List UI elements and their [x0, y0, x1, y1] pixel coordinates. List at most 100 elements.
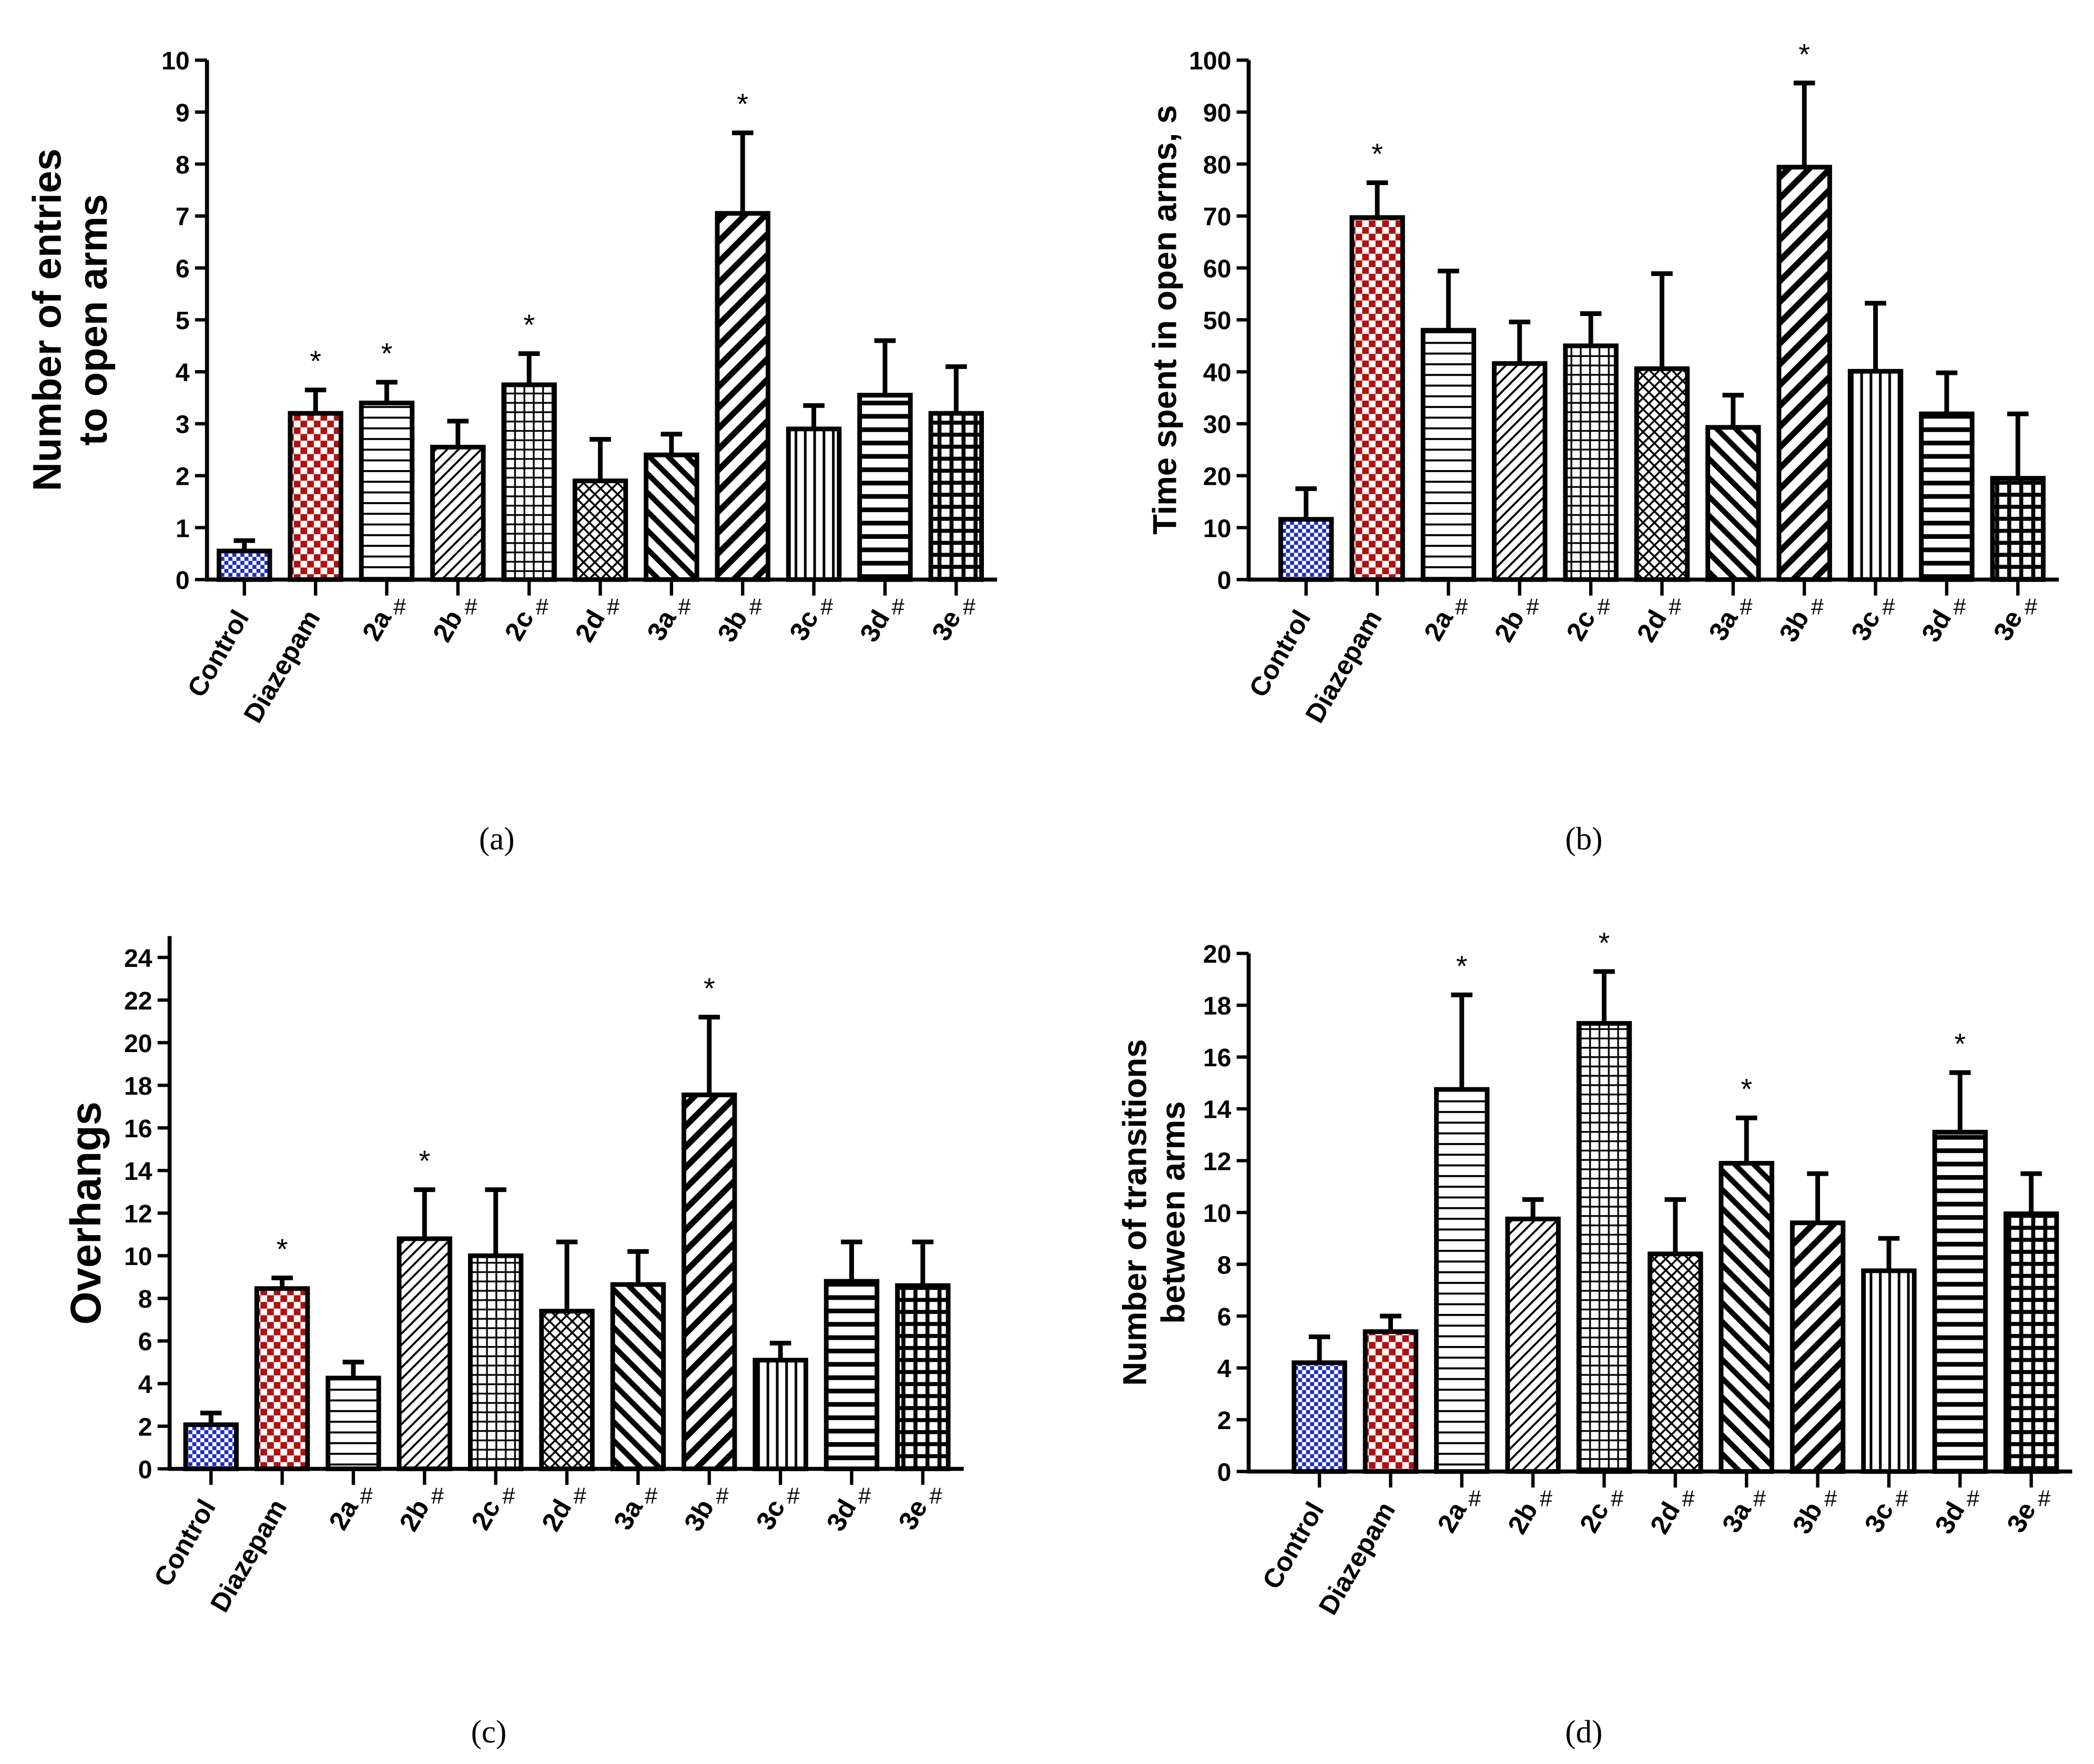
y-tick-label: 4: [176, 359, 190, 387]
bar-3d: [857, 393, 913, 582]
significance-marker: *: [310, 344, 321, 378]
y-tick-label: 10: [1203, 1199, 1232, 1228]
bar-2a: [326, 1375, 381, 1472]
x-tick-label: 3c: [1858, 1497, 1899, 1537]
x-tick-label: 3e: [926, 605, 967, 645]
hash-marker: #: [360, 1484, 373, 1509]
y-tick-label: 70: [1203, 203, 1232, 231]
bar-control: [183, 1422, 239, 1472]
y-tick-label: 10: [161, 47, 190, 75]
y-axis-label-line: between arms: [1155, 1101, 1192, 1323]
y-axis-label-line: Number of transitions: [1117, 1039, 1154, 1385]
hash-marker: #: [963, 594, 975, 619]
panel-a: 0 1 2 3 4 5 6 7 8 9 10 Number of entriesto open arm…: [25, 47, 998, 728]
hash-marker: #: [2025, 594, 2037, 619]
y-tick-label: 8: [176, 151, 190, 179]
x-tick-label: 3c: [1845, 605, 1886, 645]
bar-3d: [824, 1279, 880, 1472]
y-tick-label: 16: [124, 1115, 153, 1143]
hash-marker: #: [645, 1484, 657, 1509]
hash-marker: #: [1882, 594, 1895, 619]
significance-marker: *: [277, 1232, 288, 1266]
bar-diazepam: [288, 411, 343, 582]
x-tick-label: Control: [1256, 1497, 1330, 1594]
y-tick-label: 2: [1217, 1406, 1232, 1435]
bar-diazepam: [254, 1286, 310, 1472]
hash-marker: #: [574, 1484, 586, 1509]
x-tick-label: 3b: [1786, 1497, 1828, 1539]
y-tick-label: 40: [1203, 359, 1232, 387]
hash-marker: #: [1526, 594, 1539, 619]
bar-2b: [430, 444, 486, 582]
bar-2c: [501, 382, 557, 582]
x-tick-label: 3c: [784, 605, 825, 645]
hash-marker: #: [678, 594, 691, 619]
bar-control: [1278, 517, 1334, 582]
y-tick-label: 80: [1203, 151, 1232, 179]
x-tick-label: 3e: [892, 1494, 933, 1535]
x-tick-label: 2a: [323, 1494, 364, 1535]
y-tick-label: 4: [1217, 1354, 1232, 1383]
x-tick-label: 2b: [426, 605, 468, 647]
y-tick-label: 10: [124, 1242, 153, 1271]
hash-marker: #: [1682, 1486, 1695, 1512]
x-tick-label: Control: [1243, 605, 1317, 702]
y-tick-label: 20: [1203, 940, 1232, 968]
y-axis-label: Number of transitions between arms: [1117, 1039, 1192, 1385]
y-tick-label: 14: [124, 1157, 153, 1186]
y-tick-label: 22: [124, 987, 153, 1015]
bar-3b: [682, 1092, 737, 1472]
x-tick-label: 3b: [678, 1494, 719, 1536]
panel-d: 0 2 4 6 8 10 12 14 16 18 20 Number of transitions be…: [1117, 926, 2072, 1620]
caption-b: (b): [1565, 821, 1602, 856]
y-tick-label: 14: [1203, 1096, 1232, 1124]
x-tick-label: 3b: [711, 605, 753, 647]
bar-3a: [1719, 1160, 1774, 1474]
x-tick-label: 3a: [641, 605, 682, 646]
hash-marker: #: [1468, 1486, 1481, 1512]
bar-2b: [1505, 1216, 1561, 1474]
y-tick-label: 60: [1203, 254, 1232, 283]
significance-marker: *: [1371, 137, 1383, 170]
bar-3a: [1705, 425, 1761, 582]
bar-3d: [1919, 411, 1975, 582]
y-tick-label: 2: [138, 1413, 153, 1441]
x-tick-label: 3d: [1929, 1497, 1970, 1539]
bar-3b: [1776, 165, 1832, 582]
significance-marker: *: [704, 972, 715, 1005]
x-tick-label: 2c: [1560, 605, 1601, 645]
bar-3e: [928, 411, 984, 582]
y-tick-label: 5: [176, 307, 190, 335]
significance-marker: *: [1954, 1027, 1966, 1060]
x-tick-label: 3d: [854, 605, 896, 647]
x-tick-label: 3a: [1703, 605, 1744, 646]
y-tick-label: 12: [1203, 1147, 1232, 1176]
y-tick-label: 6: [176, 254, 190, 283]
bar-2c: [467, 1253, 524, 1472]
panel-c: 024681012141618202224OverhangsControl*Di…: [62, 936, 964, 1617]
hash-marker: #: [2038, 1486, 2050, 1512]
y-tick-label: 0: [1217, 566, 1232, 595]
y-axis-label-line: to open arms: [71, 194, 116, 445]
y-tick-label: 18: [1203, 992, 1232, 1021]
hash-marker: #: [1967, 1486, 1979, 1512]
y-tick-label: 16: [1203, 1044, 1232, 1072]
x-tick-label: 2b: [1488, 605, 1530, 647]
hash-marker: #: [1598, 594, 1610, 619]
y-tick-label: 4: [138, 1370, 153, 1399]
bar-diazepam: [1349, 215, 1405, 582]
hash-marker: #: [536, 594, 548, 619]
x-tick-label: 2a: [1418, 605, 1459, 646]
caption-c: (c): [471, 1715, 507, 1750]
bar-2d: [572, 478, 628, 582]
bar-3a: [610, 1282, 666, 1472]
hash-marker: #: [787, 1484, 800, 1509]
bar-2c: [1576, 1021, 1632, 1474]
y-tick-label: 12: [124, 1200, 153, 1228]
x-tick-label: 3c: [750, 1494, 791, 1535]
y-tick-label: 6: [1217, 1303, 1232, 1331]
bar-2a: [1420, 328, 1477, 582]
y-tick-label: 24: [124, 944, 153, 973]
bar-diazepam: [1363, 1329, 1419, 1474]
